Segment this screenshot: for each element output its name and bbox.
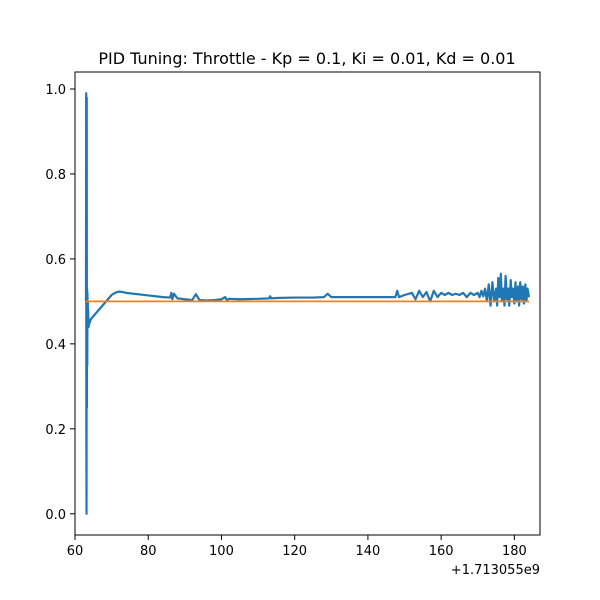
series-group bbox=[84, 92, 531, 515]
y-tick-label: 0.8 bbox=[45, 168, 66, 183]
plot-frame bbox=[74, 71, 541, 536]
y-tick-label: 0.4 bbox=[45, 338, 66, 353]
x-tick-label: 60 bbox=[67, 544, 84, 559]
y-tick-label: 0.6 bbox=[45, 253, 66, 268]
x-tick-label: 180 bbox=[502, 544, 527, 559]
axes: 60 80 100 120 140 160 180 0.0 0.2 0.4 0.6 0.8 1.0 bbox=[45, 71, 541, 559]
y-tick-label: 0.2 bbox=[45, 423, 66, 438]
x-tick-label: 80 bbox=[140, 544, 157, 559]
y-tick-label: 1.0 bbox=[45, 83, 66, 98]
x-axis-offset-label: +1.713055e9 bbox=[451, 563, 540, 578]
x-tick-label: 120 bbox=[282, 544, 307, 559]
chart-title: PID Tuning: Throttle - Kp = 0.1, Ki = 0.… bbox=[98, 49, 515, 68]
x-tick-label: 140 bbox=[355, 544, 380, 559]
x-tick-label: 160 bbox=[429, 544, 454, 559]
x-tick-label: 100 bbox=[209, 544, 234, 559]
plot-area bbox=[84, 92, 531, 515]
y-tick-label: 0.0 bbox=[45, 508, 66, 523]
